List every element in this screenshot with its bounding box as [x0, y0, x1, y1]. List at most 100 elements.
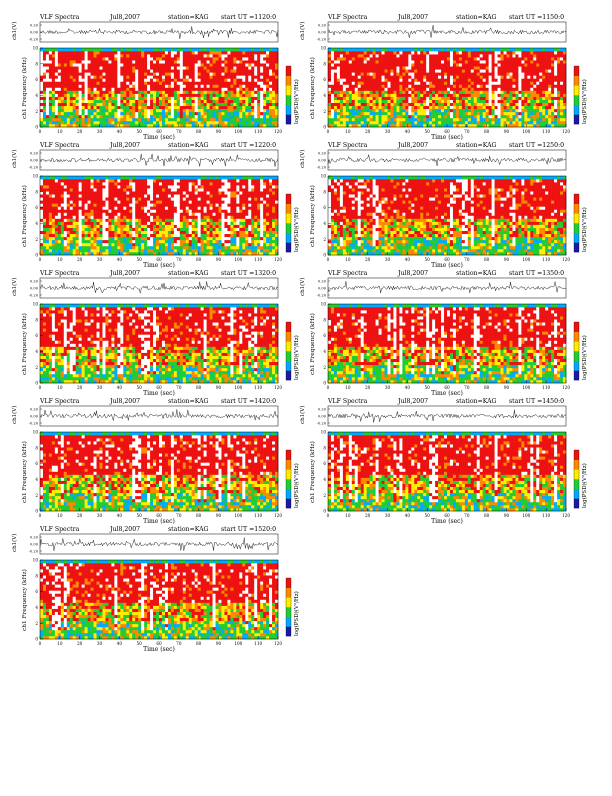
waveform-tick-label: -0.20: [317, 38, 327, 42]
colorbar-segment: [286, 204, 291, 214]
y-tick-label: 2: [35, 109, 38, 114]
y-tick-label: 2: [35, 493, 38, 498]
y-tick-label: 10: [321, 302, 327, 307]
x-axis-label: Time (sec): [143, 390, 175, 397]
panel-start: start UT =1350:0: [509, 270, 564, 277]
x-tick-label: 30: [97, 257, 103, 262]
x-tick-label: 50: [424, 513, 430, 518]
x-tick-label: 30: [97, 385, 103, 390]
y-tick-label: 6: [35, 333, 38, 338]
y-tick-label: 10: [321, 46, 327, 51]
panel-date: Jul8,2007: [109, 270, 140, 277]
spectrogram-cells: [328, 176, 566, 255]
x-tick-label: 90: [216, 513, 222, 518]
panel-start: start UT =1520:0: [221, 526, 276, 533]
panel-station: station=KAG: [168, 14, 209, 21]
colorbar-segment: [574, 85, 579, 95]
x-tick-label: 120: [562, 385, 570, 390]
x-tick-label: 90: [504, 257, 510, 262]
x-tick-label: 10: [345, 385, 351, 390]
waveform-frame: [328, 406, 566, 426]
colorbar-segment: [286, 626, 291, 636]
x-tick-label: 120: [274, 385, 282, 390]
y-tick-label: 6: [323, 205, 326, 210]
waveform-tick-label: -0.20: [29, 166, 39, 170]
colorbar-segment: [574, 489, 579, 499]
waveform-tick-label: 0.00: [318, 415, 327, 419]
x-tick-label: 90: [216, 129, 222, 134]
panel-date: Jul8,2007: [109, 14, 140, 21]
panel-station: station=KAG: [456, 270, 497, 277]
x-tick-label: 120: [562, 513, 570, 518]
x-tick-label: 50: [136, 129, 142, 134]
x-tick-label: 20: [365, 513, 371, 518]
y-tick-label: 10: [33, 558, 39, 563]
y-tick-label: 2: [323, 237, 326, 242]
y-axis-label: ch1 Frequency (kHz): [21, 569, 28, 631]
x-tick-label: 30: [385, 129, 391, 134]
x-axis-label: Time (sec): [431, 518, 463, 525]
panel-start: start UT =1450:0: [509, 398, 564, 405]
x-tick-label: 90: [216, 641, 222, 646]
panel-station: station=KAG: [168, 398, 209, 405]
colorbar: [574, 450, 579, 508]
x-tick-label: 10: [57, 385, 63, 390]
x-tick-label: 0: [327, 257, 330, 262]
x-axis-label: Time (sec): [143, 262, 175, 269]
x-tick-label: 80: [484, 257, 490, 262]
x-axis-label: Time (sec): [431, 134, 463, 141]
x-tick-label: 50: [136, 513, 142, 518]
panel-title: VLF Spectra: [39, 526, 80, 533]
x-tick-label: 40: [117, 513, 123, 518]
x-tick-label: 80: [196, 257, 202, 262]
panel-title: VLF Spectra: [327, 142, 368, 149]
x-tick-label: 110: [542, 513, 550, 518]
waveform-ylabel: ch1(V): [11, 150, 18, 168]
x-tick-label: 20: [365, 385, 371, 390]
colorbar-segment: [286, 489, 291, 499]
colorbar-segment: [574, 370, 579, 380]
colorbar-segment: [574, 76, 579, 86]
colorbar: [574, 66, 579, 124]
colorbar-segment: [286, 194, 291, 204]
waveform-ylabel: ch1(V): [299, 150, 306, 168]
y-tick-label: 8: [35, 445, 38, 450]
x-tick-label: 0: [39, 385, 42, 390]
colorbar-segment: [286, 351, 291, 361]
x-tick-label: 0: [39, 129, 42, 134]
colorbar-segment: [574, 341, 579, 351]
x-tick-label: 110: [542, 129, 550, 134]
y-axis-label: ch1 Frequency (kHz): [309, 57, 316, 119]
x-tick-label: 10: [57, 257, 63, 262]
x-axis-label: Time (sec): [143, 134, 175, 141]
y-tick-label: 10: [33, 174, 39, 179]
panel-start: start UT =1150:0: [509, 14, 564, 21]
colorbar-label: log(PSD)(V²/Hz): [581, 207, 588, 252]
y-tick-label: 4: [35, 93, 38, 98]
colorbar-segment: [286, 332, 291, 342]
colorbar-segment: [574, 204, 579, 214]
colorbar-segment: [286, 233, 291, 243]
x-tick-label: 90: [504, 129, 510, 134]
colorbar-segment: [574, 105, 579, 115]
x-tick-label: 90: [504, 385, 510, 390]
x-tick-label: 20: [365, 257, 371, 262]
x-tick-label: 30: [385, 385, 391, 390]
y-tick-label: 4: [323, 221, 326, 226]
y-tick-label: 6: [323, 77, 326, 82]
colorbar-segment: [286, 370, 291, 380]
waveform-tick-label: 0.20: [30, 152, 39, 156]
colorbar: [286, 194, 291, 252]
colorbar-segment: [286, 588, 291, 598]
panel-start: start UT =1420:0: [221, 398, 276, 405]
panel-station: station=KAG: [168, 270, 209, 277]
colorbar-segment: [286, 578, 291, 588]
